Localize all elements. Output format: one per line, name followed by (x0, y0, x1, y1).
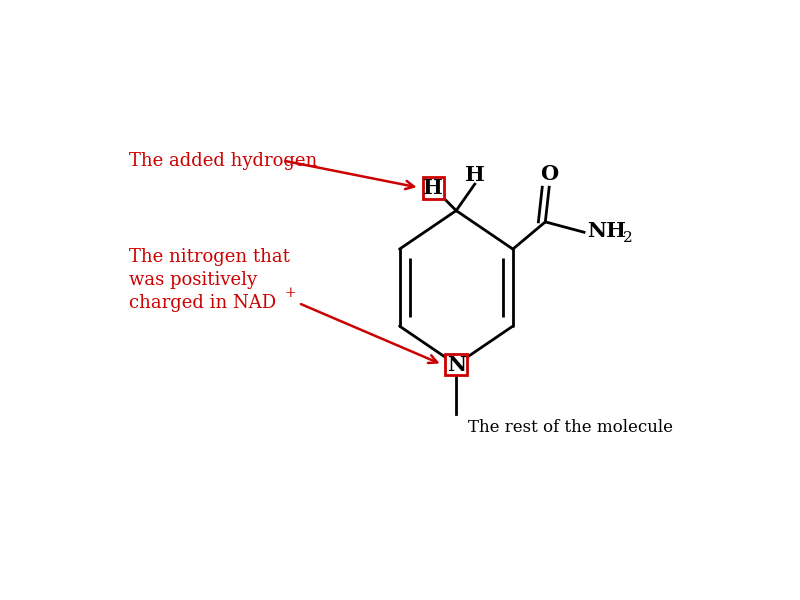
Text: was positively: was positively (129, 271, 257, 289)
Text: H: H (423, 178, 443, 198)
Text: +: + (285, 286, 296, 300)
FancyBboxPatch shape (446, 354, 467, 376)
Text: N: N (446, 355, 466, 374)
Text: 2: 2 (623, 232, 633, 245)
Text: H: H (465, 165, 485, 185)
Text: charged in NAD: charged in NAD (129, 294, 276, 312)
Text: The rest of the molecule: The rest of the molecule (468, 419, 673, 436)
Text: The added hydrogen: The added hydrogen (129, 152, 317, 170)
FancyBboxPatch shape (422, 177, 444, 199)
Text: NH: NH (587, 221, 626, 241)
Text: The nitrogen that: The nitrogen that (129, 248, 290, 266)
Text: O: O (540, 164, 558, 184)
